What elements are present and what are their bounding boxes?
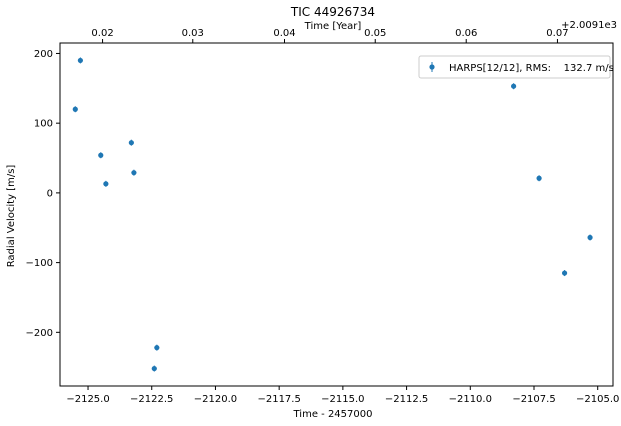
data-point [511, 83, 517, 89]
y-axis-label: Radial Velocity [m/s] [6, 165, 17, 268]
data-point [151, 365, 157, 372]
data-point [561, 270, 568, 276]
legend-box [418, 55, 611, 79]
x-tick-label: −2110.0 [449, 394, 492, 405]
top-tick-label: 0.03 [182, 28, 204, 39]
plot-frame [59, 42, 614, 387]
x-axis-label: Time - 2457000 [293, 409, 373, 420]
top-tick-label: 0.06 [455, 28, 477, 39]
data-point [72, 106, 78, 112]
legend: HARPS[12/12], RMS: 132.7 m/s [418, 55, 614, 79]
top-axis-label: Time [Year] [304, 21, 362, 32]
x-tick-label: −2117.5 [257, 394, 300, 405]
axis-ticks: −2125.0 −2122.5 −2120.0 −2117.5 −2115.0 −2112… [26, 28, 620, 405]
y-tick-label: 100 [34, 119, 53, 130]
data-points [72, 57, 593, 372]
chart-title: TIC 44926734 [290, 5, 375, 19]
axes [59, 42, 614, 387]
x-tick-label: −2112.5 [385, 394, 428, 405]
top-tick-label: 0.02 [91, 28, 113, 39]
y-tick-label: 200 [34, 49, 53, 60]
x-tick-label: −2125.0 [66, 394, 109, 405]
data-point [587, 234, 593, 241]
top-tick-label: 0.05 [364, 28, 386, 39]
y-tick-label: −200 [26, 328, 53, 339]
x-tick-label: −2107.5 [512, 394, 555, 405]
top-axis-offset-label: +2.0091e3 [561, 20, 617, 31]
x-tick-label: −2120.0 [194, 394, 237, 405]
x-tick-label: −2122.5 [130, 394, 173, 405]
data-point [536, 175, 542, 181]
y-tick-label: 0 [47, 188, 53, 199]
top-tick-label: 0.07 [546, 28, 568, 39]
data-point [103, 181, 109, 187]
data-point [154, 345, 160, 351]
x-tick-label: −2105.0 [576, 394, 619, 405]
data-point [128, 140, 134, 146]
data-point [77, 57, 83, 64]
legend-label: HARPS[12/12], RMS: 132.7 m/s [449, 63, 614, 74]
top-tick-label: 0.04 [273, 28, 295, 39]
legend-marker [429, 64, 435, 70]
data-point [98, 152, 104, 158]
data-point [131, 170, 137, 176]
x-tick-label: −2115.0 [321, 394, 364, 405]
y-tick-label: −100 [26, 258, 53, 269]
